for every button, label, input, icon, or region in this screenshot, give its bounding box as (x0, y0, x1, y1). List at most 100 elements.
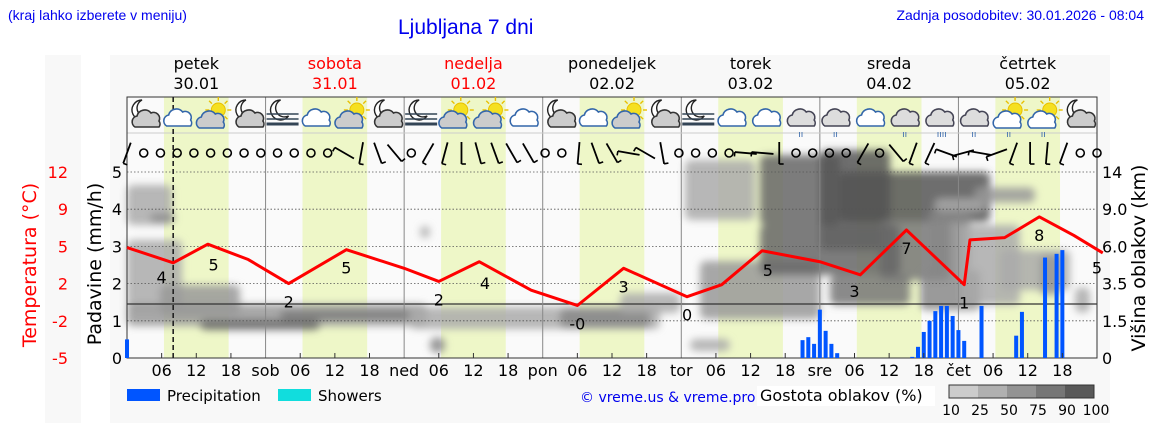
cloud-icon (509, 108, 539, 127)
colorbar-swatch (1036, 385, 1065, 398)
cloud-legend-title-bg (757, 386, 935, 406)
precipitation-bar (921, 331, 926, 358)
temperature-line (126, 215, 1104, 307)
temperature-label: 5 (209, 255, 219, 274)
cloud-height-tick: 14 (1102, 163, 1122, 182)
precipitation-bar (800, 340, 805, 358)
x-tick-label: 18 (359, 361, 379, 380)
cloud-icon (717, 108, 747, 127)
cloud-density-patch (420, 226, 430, 238)
cloud-shape (751, 108, 782, 127)
day-name: četrtek (999, 54, 1057, 73)
temperature-label: 3 (618, 277, 628, 296)
wind-shaft (968, 150, 991, 156)
wind-barb-icon (441, 142, 449, 166)
wind-calm-icon (155, 148, 166, 158)
temperature-tick: 9 (58, 200, 68, 219)
wind-feather (122, 162, 128, 166)
wind-barb-icon (733, 151, 757, 157)
x-tick-label: 12 (1018, 361, 1038, 380)
day-date: 30.01 (173, 74, 219, 93)
sun-ray (224, 115, 228, 120)
cloud-shape (578, 108, 609, 127)
cloud-shape (651, 109, 681, 128)
cloud-density-patch (690, 339, 730, 351)
cloud-density-patch (830, 275, 910, 305)
wind-barb-icon (1008, 142, 1018, 166)
wind-calm-icon (406, 148, 417, 158)
temperature-label: 4 (480, 274, 490, 293)
wind-calm-icon (791, 148, 801, 158)
sun-ray (501, 100, 506, 105)
moon-cloud-icon (1066, 99, 1097, 128)
colorbar-frame (948, 384, 1095, 399)
colorbar-tick: 25 (971, 403, 989, 419)
temperature-label: 4 (157, 268, 167, 287)
cloud-height-tick: 0 (1102, 349, 1112, 368)
x-tick-label: 12 (186, 361, 206, 380)
wind-calm-icon (557, 148, 567, 158)
temperature-tick: 5 (58, 237, 68, 256)
x-tick-label: 06 (290, 361, 310, 380)
cloud-shape (547, 109, 577, 128)
wind-shaft (474, 142, 482, 164)
cloud-shape (195, 110, 226, 129)
wind-calm-icon (189, 148, 199, 158)
x-tick-label: 06 (706, 361, 726, 380)
sun-cloud-icon (472, 97, 509, 129)
cloud-shape (1066, 109, 1097, 128)
wind-barb-icon (386, 143, 406, 163)
copyright-link[interactable]: © vreme.us & vreme.pro (580, 390, 755, 406)
colorbar-tick: 10 (942, 403, 960, 419)
cloud-rain-icon: ıı (786, 108, 817, 140)
rain-drops: ıı (902, 130, 907, 140)
wind-shaft (334, 146, 355, 160)
precipitation-tick: 2 (112, 275, 122, 294)
wind-barb-icon (605, 143, 622, 164)
cloud-height-tick: 1.5 (1102, 312, 1127, 331)
fog-moon-icon (405, 99, 438, 126)
wind-shaft (659, 142, 665, 164)
x-tick-label: 06 (567, 361, 587, 380)
wind-shaft (734, 151, 757, 155)
colorbar-swatch (1065, 385, 1094, 398)
wind-shaft (576, 141, 581, 165)
wind-shaft (908, 142, 918, 164)
x-tick-label: 06 (983, 361, 1003, 380)
rain-drops: ıı (1006, 130, 1011, 140)
cloud-density-patch (430, 337, 445, 353)
wind-calm-icon (824, 148, 835, 158)
precipitation-tick: 4 (112, 200, 122, 219)
legend-precipitation-label: Precipitation (167, 387, 261, 405)
day-name: torek (730, 54, 772, 73)
wind-feather (985, 156, 989, 162)
precipitation-bar (1054, 253, 1059, 358)
wind-barb-icon (888, 143, 908, 163)
rain-drops: ıı (798, 130, 803, 140)
wind-shaft (617, 150, 640, 156)
cloud-shape (334, 110, 364, 129)
cloud-shape (373, 109, 404, 128)
cloud-icon (855, 108, 886, 127)
wind-barb-icon (331, 146, 355, 160)
cloud-icon (578, 108, 609, 127)
wind-feather (617, 159, 622, 164)
wind-barb-icon (778, 142, 784, 165)
cloud-shape (509, 108, 539, 127)
wind-barb-icon (522, 143, 539, 164)
x-tick-label: 06 (429, 361, 449, 380)
wind-feather (480, 161, 486, 165)
cloud-shape (301, 108, 332, 127)
wind-shaft (358, 142, 364, 164)
precipitation-bar (1019, 311, 1024, 358)
wind-calm-icon (205, 148, 216, 158)
wind-calm-icon (674, 148, 684, 158)
cloud-density-patch (975, 187, 1035, 203)
precipitation-bar (823, 330, 828, 358)
cloud-shape (717, 108, 747, 127)
wind-shaft (986, 148, 1008, 158)
x-day-label: sre (808, 361, 832, 380)
precipitation-bar (939, 305, 944, 358)
sun-ray (224, 100, 228, 105)
